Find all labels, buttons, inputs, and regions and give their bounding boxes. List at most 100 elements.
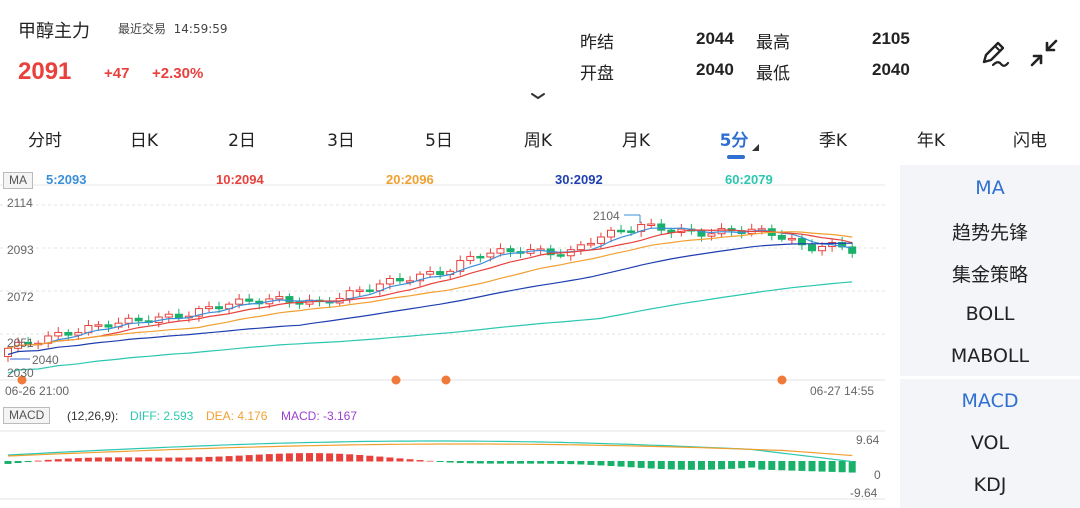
macd-bar xyxy=(708,461,715,470)
ma-indicator-tag[interactable]: MA xyxy=(3,172,33,189)
macd-bar xyxy=(306,453,313,462)
candle-body xyxy=(818,245,827,252)
macd-bar xyxy=(135,457,143,462)
draw-button[interactable] xyxy=(976,36,1012,72)
tab-5day[interactable]: 5日 xyxy=(425,131,453,151)
macd-bar xyxy=(64,458,72,462)
tab-2day[interactable]: 2日 xyxy=(228,131,256,151)
indicator-boll[interactable]: BOLL xyxy=(965,303,1015,325)
draw-icon xyxy=(982,41,1010,67)
macd-bar xyxy=(547,461,555,464)
high-label: 最高 xyxy=(756,33,790,53)
candle-body xyxy=(24,341,33,345)
candle-body xyxy=(797,237,806,246)
indicator-kdj[interactable]: KDJ xyxy=(973,474,1007,496)
macd-bar xyxy=(557,461,565,464)
candle-body xyxy=(64,331,73,336)
macd-bar xyxy=(245,455,253,462)
candle-body xyxy=(576,244,585,251)
candle-body xyxy=(416,273,425,282)
last-trade-time: 最近交易 14:59:59 xyxy=(118,20,228,37)
tab-quarterly[interactable]: 季K xyxy=(818,131,848,151)
candle-body xyxy=(245,298,254,302)
kline-chart[interactable] xyxy=(0,165,900,508)
collapse-button[interactable] xyxy=(1027,36,1063,72)
candle-body xyxy=(476,255,485,259)
tab-yearly[interactable]: 年K xyxy=(916,131,946,151)
macd-indicator-tag[interactable]: MACD xyxy=(3,407,51,424)
period-tabs: 分时 日K 2日 3日 5日 周K 月K 5分 季K 年K 闪电 xyxy=(0,118,1080,162)
macd-bar xyxy=(346,454,354,462)
macd-bar xyxy=(366,455,374,462)
tab-daily[interactable]: 日K xyxy=(129,131,159,151)
candle-body xyxy=(355,289,364,292)
macd-value: MACD: -3.167 xyxy=(281,409,358,423)
macd-bar xyxy=(185,457,193,462)
macd-params: (12,26,9): xyxy=(67,409,119,423)
open-label: 开盘 xyxy=(580,64,614,84)
macd-axis-bottom: -9.64 xyxy=(850,486,878,500)
expand-toggle[interactable] xyxy=(530,88,546,106)
candle-body xyxy=(124,317,133,324)
macd-bar xyxy=(84,457,92,462)
macd-bar xyxy=(105,457,112,462)
indicator-ma[interactable]: MA xyxy=(975,177,1005,199)
macd-bar xyxy=(285,453,293,462)
macd-bar xyxy=(496,461,504,464)
indicator-macd[interactable]: MACD xyxy=(961,390,1019,412)
ma20-value: 20:2096 xyxy=(386,172,434,187)
macd-bar xyxy=(838,461,846,473)
macd-bar xyxy=(225,456,233,462)
macd-bar xyxy=(4,461,12,464)
ma60-line xyxy=(7,281,853,374)
macd-bar xyxy=(758,461,766,470)
period-dropdown-indicator[interactable] xyxy=(752,144,759,151)
macd-bar xyxy=(466,461,474,464)
macd-bar xyxy=(436,461,444,462)
candle-body xyxy=(385,278,394,285)
macd-bar xyxy=(356,454,364,462)
active-tab-underline xyxy=(727,155,745,159)
macd-bar xyxy=(527,461,535,464)
tab-weekly[interactable]: 周K xyxy=(523,131,553,151)
candle-body xyxy=(506,248,515,253)
macd-bar xyxy=(336,453,344,462)
ma30-value: 30:2092 xyxy=(555,172,603,187)
indicator-gold-strategy[interactable]: 集金策略 xyxy=(951,264,1028,286)
tab-monthly[interactable]: 月K xyxy=(621,131,651,151)
tab-3day[interactable]: 3日 xyxy=(327,131,355,151)
macd-axis-top: 9.64 xyxy=(856,433,880,447)
candle-body xyxy=(586,242,595,246)
macd-bar xyxy=(386,457,394,462)
macd-bar xyxy=(627,461,635,468)
tab-5min[interactable]: 5分 xyxy=(719,131,749,151)
indicator-vol[interactable]: VOL xyxy=(970,432,1010,454)
macd-histogram xyxy=(4,453,856,473)
candle-body xyxy=(285,296,294,303)
tab-flash[interactable]: 闪电 xyxy=(1013,131,1047,151)
macd-bar xyxy=(115,457,123,462)
candle-body xyxy=(838,242,847,248)
tab-timeshare[interactable]: 分时 xyxy=(28,131,62,151)
macd-diff: DIFF: 2.593 xyxy=(130,409,194,423)
candle-body xyxy=(617,229,626,233)
indicator-trend-pioneer[interactable]: 趋势先锋 xyxy=(951,222,1028,244)
macd-bar xyxy=(426,460,434,462)
candle-body xyxy=(436,271,445,276)
event-marker xyxy=(391,375,401,385)
prev-settle-value: 2044 xyxy=(696,29,734,48)
macd-bar xyxy=(828,461,836,472)
candle-body xyxy=(657,223,666,231)
candle-body xyxy=(345,290,354,299)
candle-body xyxy=(777,234,786,240)
chart-markers xyxy=(10,214,787,385)
macd-bar xyxy=(637,461,645,468)
chevron-down-icon xyxy=(531,93,545,100)
candle-body xyxy=(205,306,213,310)
macd-bar xyxy=(567,461,575,465)
macd-bar xyxy=(416,460,424,462)
candle-body xyxy=(74,332,83,336)
last-trade-label: 最近交易 xyxy=(118,22,167,36)
candle-body xyxy=(596,236,605,244)
indicator-maboll[interactable]: MABOLL xyxy=(950,345,1030,367)
